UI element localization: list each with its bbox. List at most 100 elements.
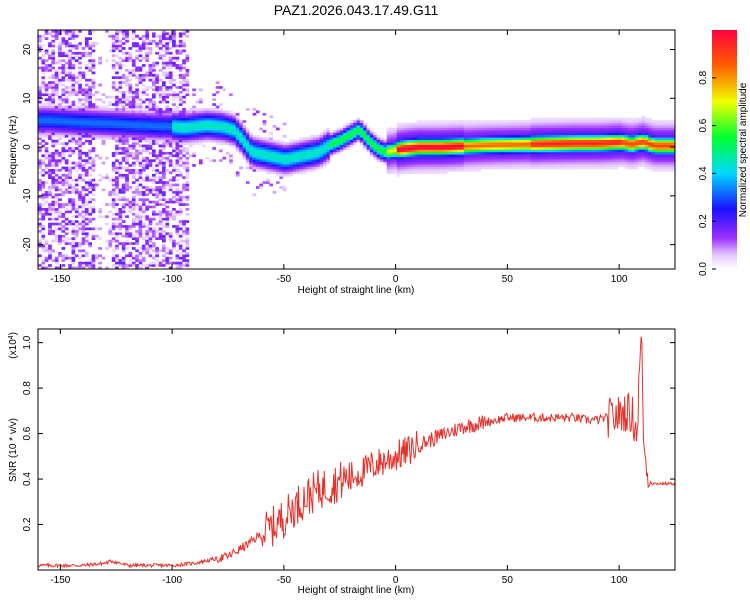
spectrogram-cell bbox=[91, 115, 96, 119]
spectrogram-cell bbox=[477, 142, 481, 145]
spectrogram-cell bbox=[544, 166, 548, 170]
spectrogram-cell bbox=[51, 73, 56, 77]
spectrogram-cell bbox=[155, 251, 159, 255]
spectrogram-cell bbox=[71, 259, 76, 262]
spectrogram-cell bbox=[587, 151, 592, 155]
spectrogram-cell bbox=[118, 191, 123, 194]
spectrogram-cell bbox=[567, 142, 572, 145]
spectrogram-cell bbox=[192, 112, 196, 116]
spectrogram-cell bbox=[276, 151, 280, 155]
spectrogram-cell bbox=[621, 125, 626, 128]
spectrogram-cell bbox=[125, 247, 129, 250]
spectrogram-cell bbox=[604, 164, 609, 167]
spectrogram-cell bbox=[81, 227, 86, 231]
spectrogram-cell bbox=[84, 169, 89, 172]
spectrogram-cell bbox=[185, 149, 190, 153]
spectrogram-cell bbox=[74, 117, 79, 121]
spectrogram-cell bbox=[537, 137, 542, 140]
spectrogram-cell bbox=[88, 86, 92, 89]
spectrogram-cell bbox=[105, 120, 109, 123]
spectrogram-cell bbox=[577, 151, 582, 155]
spectrogram-cell bbox=[631, 156, 636, 160]
spectrogram-cell bbox=[182, 100, 186, 104]
spectrogram-cell bbox=[477, 139, 481, 143]
spectrogram-cell bbox=[115, 147, 119, 150]
spectrogram-cell bbox=[604, 137, 609, 140]
spectrogram-cell bbox=[584, 134, 589, 138]
spectrogram-cell bbox=[145, 156, 149, 160]
spectrogram-cell bbox=[245, 144, 250, 148]
spectrogram-cell bbox=[195, 134, 200, 138]
spectrogram-cell bbox=[165, 73, 170, 77]
spectrogram-cell bbox=[145, 93, 149, 97]
spectrogram-cell bbox=[54, 69, 59, 72]
spectrogram-cell bbox=[54, 239, 59, 243]
spectrogram-cell bbox=[51, 93, 56, 97]
spectrogram-cell bbox=[510, 137, 515, 140]
spectrogram-cell bbox=[500, 149, 505, 153]
spectrogram-cell bbox=[520, 159, 525, 162]
spectrogram-cell bbox=[71, 47, 76, 50]
spectrogram-cell bbox=[88, 54, 92, 58]
spectrogram-cell bbox=[279, 154, 284, 158]
spectrogram-cell bbox=[611, 164, 615, 167]
spectrogram-cell bbox=[88, 183, 92, 187]
spectrogram-cell bbox=[490, 149, 495, 153]
spectrogram-cell bbox=[242, 125, 247, 128]
spectrogram-cell bbox=[215, 81, 220, 84]
spectrogram-cell bbox=[366, 144, 371, 148]
spectrogram-cell bbox=[400, 159, 404, 162]
spectrogram-cell bbox=[135, 137, 139, 140]
spectrogram-cell bbox=[158, 37, 163, 40]
spectrogram-cell bbox=[510, 149, 515, 153]
spectrogram-cell bbox=[95, 91, 99, 94]
spectrogram-cell bbox=[145, 161, 149, 165]
spectrogram-cell bbox=[577, 120, 582, 123]
spectrogram-cell bbox=[68, 173, 72, 177]
spectrogram-cell bbox=[175, 66, 180, 70]
spectrogram-cell bbox=[430, 147, 434, 150]
spectrogram-cell bbox=[504, 137, 508, 140]
spectrogram-cell bbox=[78, 151, 82, 155]
spectrogram-cell bbox=[222, 130, 227, 133]
spectrogram-cell bbox=[131, 37, 136, 40]
spectrogram-cell bbox=[115, 193, 119, 197]
spectrogram-cell bbox=[390, 166, 394, 170]
spectrogram-cell bbox=[141, 215, 146, 218]
spectrogram-cell bbox=[58, 134, 62, 138]
spectrogram-cell bbox=[41, 105, 46, 109]
spectrogram-cell bbox=[78, 91, 82, 94]
spectrogram-cell bbox=[148, 234, 153, 238]
spectrogram-cell bbox=[487, 151, 491, 155]
spectrogram-cell bbox=[266, 156, 270, 160]
spectrogram-cell bbox=[41, 195, 46, 199]
spectrogram-cell bbox=[601, 134, 605, 138]
spectrogram-cell bbox=[128, 117, 133, 121]
spectrogram-cell bbox=[607, 159, 612, 162]
spectrogram-cell bbox=[71, 56, 76, 60]
spectrogram-cell bbox=[628, 144, 632, 148]
spectrogram-cell bbox=[376, 154, 381, 158]
spectrogram-cell bbox=[269, 142, 273, 145]
spectrogram-cell bbox=[178, 195, 183, 199]
spectrogram-cell bbox=[249, 166, 253, 170]
spectrogram-cell bbox=[266, 161, 270, 165]
spectrogram-cell bbox=[423, 156, 428, 160]
spectrogram-cell bbox=[105, 156, 109, 160]
spectrogram-cell bbox=[574, 137, 579, 140]
spectrogram-cell bbox=[88, 51, 92, 55]
spectrogram-cell bbox=[406, 134, 411, 138]
spectrogram-cell bbox=[396, 139, 401, 143]
spectrogram-cell bbox=[343, 130, 347, 133]
spectrogram-cell bbox=[108, 232, 113, 236]
spectrogram-cell bbox=[84, 100, 89, 104]
spectrogram-cell bbox=[64, 127, 69, 131]
spectrogram-cell bbox=[400, 125, 404, 128]
spectrogram-cell bbox=[564, 127, 569, 131]
spectrogram-cell bbox=[54, 234, 59, 238]
spectrogram-cell bbox=[262, 166, 267, 170]
spectrogram-cell bbox=[574, 132, 579, 136]
spectrogram-cell bbox=[185, 237, 190, 240]
spectrogram-cell bbox=[155, 122, 159, 126]
spectrogram-cell bbox=[577, 125, 582, 128]
